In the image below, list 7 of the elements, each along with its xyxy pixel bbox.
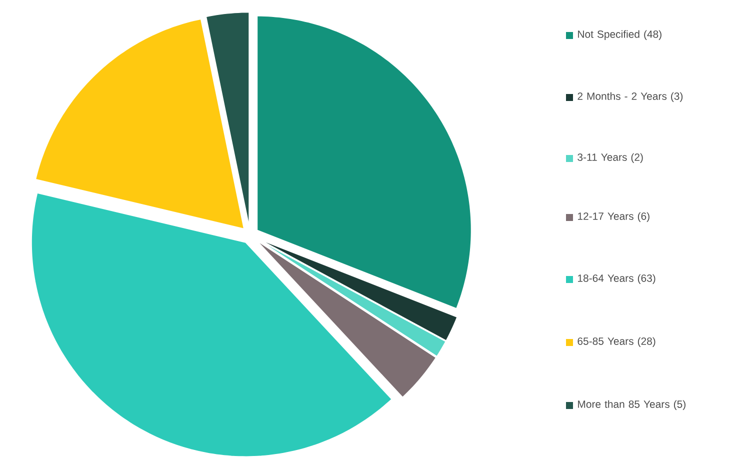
legend-label: 3-11 Years (2)	[578, 153, 643, 163]
legend-label: 65-85 Years (28)	[578, 337, 656, 347]
legend-label: 2 Months - 2 Years (3)	[578, 92, 683, 102]
legend-label: 12-17 Years (6)	[578, 212, 650, 222]
legend-label: Not Specified (48)	[578, 30, 662, 40]
legend-label: More than 85 Years (5)	[578, 400, 686, 410]
legend-label: 18-64 Years (63)	[578, 274, 656, 284]
